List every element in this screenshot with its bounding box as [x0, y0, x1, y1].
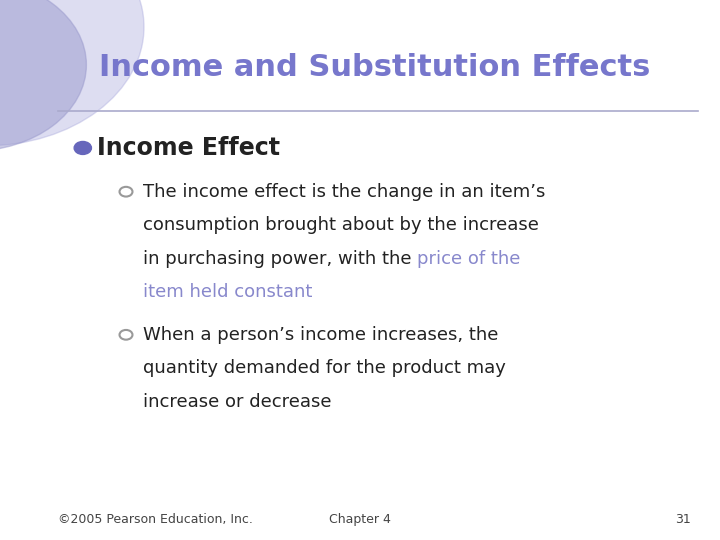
Text: increase or decrease: increase or decrease: [143, 393, 331, 411]
Text: Income Effect: Income Effect: [97, 136, 280, 160]
Text: Income and Substitution Effects: Income and Substitution Effects: [99, 53, 650, 82]
Text: quantity demanded for the product may: quantity demanded for the product may: [143, 359, 505, 377]
Text: in purchasing power, with the: in purchasing power, with the: [143, 249, 417, 268]
Text: When a person’s income increases, the: When a person’s income increases, the: [143, 326, 498, 344]
Text: ©2005 Pearson Education, Inc.: ©2005 Pearson Education, Inc.: [58, 513, 253, 526]
Circle shape: [0, 0, 86, 151]
Text: item held constant: item held constant: [143, 283, 312, 301]
Text: Chapter 4: Chapter 4: [329, 513, 391, 526]
Text: consumption brought about by the increase: consumption brought about by the increas…: [143, 216, 539, 234]
Text: 31: 31: [675, 513, 691, 526]
Circle shape: [74, 141, 91, 154]
Text: price of the: price of the: [417, 249, 520, 268]
Circle shape: [0, 0, 144, 146]
Text: The income effect is the change in an item’s: The income effect is the change in an it…: [143, 183, 545, 201]
